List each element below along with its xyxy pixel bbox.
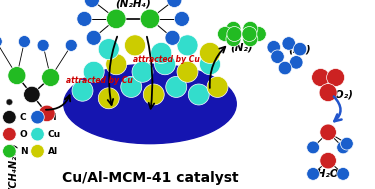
Ellipse shape	[140, 9, 160, 29]
Text: (N₂H₄): (N₂H₄)	[115, 0, 151, 9]
Ellipse shape	[243, 32, 258, 47]
Text: C: C	[20, 113, 27, 122]
Ellipse shape	[307, 167, 320, 180]
Ellipse shape	[124, 35, 146, 56]
Text: (H₂): (H₂)	[289, 44, 311, 54]
Ellipse shape	[31, 110, 44, 124]
Ellipse shape	[72, 80, 93, 101]
Ellipse shape	[307, 141, 320, 154]
Ellipse shape	[177, 61, 198, 82]
Ellipse shape	[83, 61, 104, 82]
Text: attracted by Cu: attracted by Cu	[133, 55, 200, 64]
Ellipse shape	[18, 36, 30, 48]
Ellipse shape	[84, 0, 99, 8]
Ellipse shape	[3, 110, 16, 124]
Ellipse shape	[290, 56, 303, 69]
Ellipse shape	[151, 42, 172, 64]
Ellipse shape	[267, 40, 280, 54]
Text: (O₂): (O₂)	[330, 90, 352, 99]
Ellipse shape	[77, 11, 92, 26]
Ellipse shape	[167, 0, 182, 8]
Ellipse shape	[0, 36, 2, 48]
Ellipse shape	[312, 68, 330, 87]
Ellipse shape	[174, 11, 189, 26]
Ellipse shape	[278, 61, 292, 75]
Ellipse shape	[282, 37, 296, 50]
Ellipse shape	[121, 76, 142, 98]
Ellipse shape	[271, 50, 284, 64]
Ellipse shape	[217, 26, 232, 42]
Ellipse shape	[6, 99, 12, 105]
Ellipse shape	[165, 30, 180, 45]
Text: N: N	[20, 147, 27, 156]
Ellipse shape	[8, 67, 26, 85]
Ellipse shape	[200, 54, 220, 75]
Ellipse shape	[65, 39, 77, 51]
Ellipse shape	[154, 54, 176, 75]
Ellipse shape	[227, 26, 242, 42]
Ellipse shape	[31, 144, 44, 158]
Ellipse shape	[243, 21, 258, 36]
Ellipse shape	[337, 141, 350, 154]
Ellipse shape	[320, 124, 336, 141]
Ellipse shape	[251, 26, 266, 42]
Ellipse shape	[37, 39, 49, 51]
Ellipse shape	[293, 42, 307, 56]
Text: (N₂): (N₂)	[231, 42, 253, 52]
Ellipse shape	[143, 84, 164, 105]
Ellipse shape	[200, 42, 220, 64]
Ellipse shape	[42, 68, 60, 87]
Ellipse shape	[188, 84, 209, 105]
Ellipse shape	[106, 9, 126, 29]
Text: Al: Al	[48, 147, 58, 156]
Text: (CH₄N₂O): (CH₄N₂O)	[8, 142, 18, 189]
Ellipse shape	[39, 105, 55, 122]
Text: +: +	[267, 40, 277, 53]
Ellipse shape	[340, 137, 353, 150]
Ellipse shape	[207, 76, 228, 98]
Ellipse shape	[86, 30, 101, 45]
Text: (H₂O): (H₂O)	[312, 169, 344, 179]
Text: H: H	[48, 113, 56, 122]
Text: Cu: Cu	[48, 130, 61, 139]
Ellipse shape	[106, 54, 127, 75]
Ellipse shape	[320, 152, 336, 169]
Ellipse shape	[3, 144, 16, 158]
Ellipse shape	[337, 167, 350, 180]
Ellipse shape	[226, 21, 241, 36]
Ellipse shape	[24, 86, 40, 103]
Text: attracted by Cu: attracted by Cu	[66, 76, 132, 85]
Ellipse shape	[31, 127, 44, 141]
Text: Cu/Al-MCM-41 catalyst: Cu/Al-MCM-41 catalyst	[62, 171, 238, 185]
Ellipse shape	[132, 61, 153, 82]
Ellipse shape	[242, 26, 257, 42]
Ellipse shape	[327, 68, 345, 87]
Ellipse shape	[166, 76, 187, 98]
Ellipse shape	[98, 39, 119, 60]
Ellipse shape	[226, 32, 241, 47]
Ellipse shape	[64, 64, 236, 144]
Ellipse shape	[98, 88, 119, 109]
Ellipse shape	[177, 35, 198, 56]
Text: O: O	[20, 130, 28, 139]
Ellipse shape	[319, 84, 337, 102]
Ellipse shape	[3, 127, 16, 141]
